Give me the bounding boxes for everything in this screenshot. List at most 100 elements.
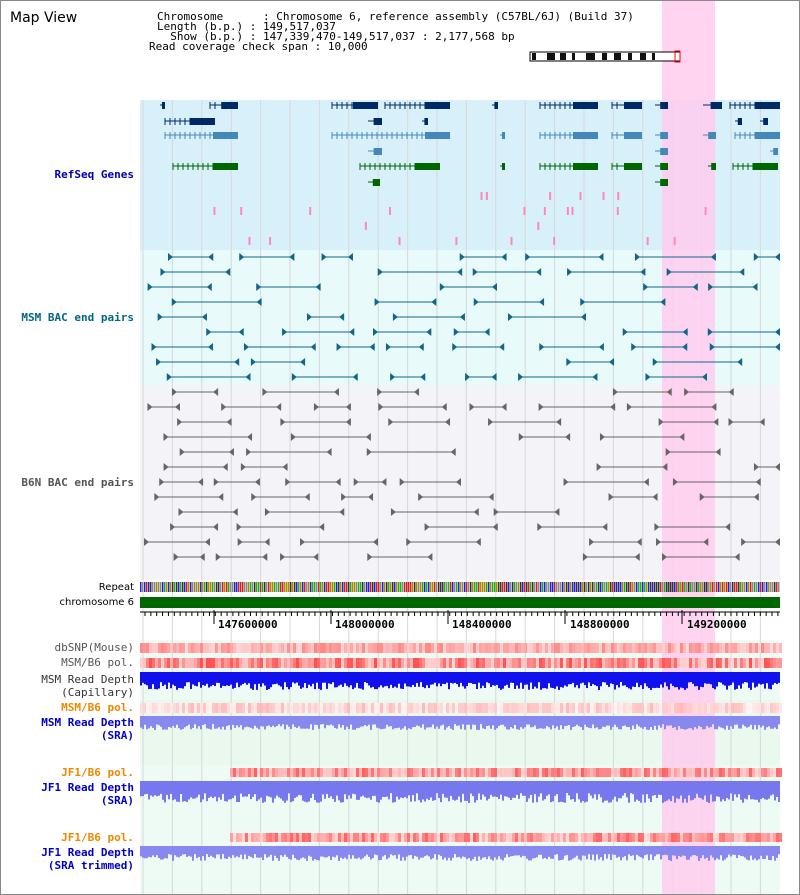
- msm-pol-cell: [182, 658, 185, 668]
- jf1-depth-trim-bar: [360, 846, 362, 860]
- msm-depth-cap-bar: [340, 672, 342, 685]
- msm-depth-sra-bar: [642, 716, 644, 729]
- jf1-depth-trim-bar: [658, 846, 660, 855]
- jf1-depth-sra-bar: [416, 781, 418, 794]
- msm-pol-cell: [386, 658, 389, 668]
- dbsnp-cell: [368, 643, 371, 653]
- msm-depth-cap-bar: [406, 672, 408, 687]
- msm-pol-cell: [554, 658, 557, 668]
- msm-pol-cell: [374, 658, 377, 668]
- jf1-depth-trim-bar: [578, 846, 580, 860]
- msm-pol2-cell: [296, 703, 299, 713]
- msm-pol-cell: [602, 658, 605, 668]
- msm-depth-cap-bar: [516, 672, 518, 686]
- jf1-pol2-cell: [698, 833, 701, 842]
- msm-pol-cell: [308, 658, 311, 668]
- jf1-depth-sra-bar: [288, 781, 290, 794]
- jf1-depth-trim-bar: [566, 846, 568, 855]
- msm-depth-sra-bar: [586, 716, 588, 728]
- msm-pol-cell: [194, 658, 197, 668]
- jf1-depth-trim-bar: [410, 846, 412, 855]
- msm-depth-sra-bar: [456, 716, 458, 726]
- ideogram-band: [560, 53, 566, 60]
- msm-pol-cell: [464, 658, 467, 668]
- msm-pol-cell: [233, 658, 236, 668]
- track-label-b6n-bac[interactable]: B6N BAC end pairs: [21, 476, 134, 489]
- jf1-depth-sra-bar: [404, 781, 406, 798]
- dbsnp-cell: [479, 643, 482, 653]
- msm-depth-cap-bar: [576, 672, 578, 686]
- msm-depth-cap-bar: [188, 672, 190, 683]
- repeat-mark: [212, 582, 214, 592]
- msm-pol2-cell: [398, 703, 401, 713]
- jf1-depth-trim-bar: [140, 846, 142, 857]
- msm-depth-cap-bar: [412, 672, 414, 685]
- msm-depth-sra-bar: [528, 716, 530, 725]
- msm-pol2-cell: [443, 703, 446, 713]
- msm-bac-end: [208, 253, 214, 261]
- msm-depth-sra-bar: [594, 716, 596, 729]
- jf1-depth-sra-bar: [374, 781, 376, 796]
- msm-depth-sra-bar: [506, 716, 508, 730]
- jf1-depth-sra-bar: [560, 781, 562, 802]
- msm-pol2-cell: [365, 703, 368, 713]
- msm-depth-sra-bar: [746, 716, 748, 728]
- repeat-mark: [560, 582, 562, 592]
- repeat-mark: [226, 582, 228, 592]
- msm-pol2-cell: [293, 703, 296, 713]
- jf1-depth-trim-bar: [224, 846, 226, 859]
- jf1-depth-trim-bar: [686, 846, 688, 860]
- jf1-depth-sra-bar: [752, 781, 754, 800]
- jf1-pol-cell: [461, 768, 464, 777]
- track-label-msm-bac[interactable]: MSM BAC end pairs: [21, 311, 134, 324]
- repeat-mark: [376, 582, 378, 592]
- msm-depth-cap-bar: [202, 672, 204, 686]
- jf1-pol2-cell: [596, 833, 599, 842]
- msm-depth-sra-bar: [778, 716, 780, 725]
- jf1-pol2-cell: [575, 833, 578, 842]
- jf1-pol-cell: [296, 768, 299, 777]
- dbsnp-cell: [617, 643, 620, 653]
- jf1-pol2-cell: [737, 833, 740, 842]
- jf1-depth-sra-bar: [332, 781, 334, 799]
- repeat-mark: [296, 582, 298, 592]
- jf1-pol2-cell: [482, 833, 485, 842]
- repeat-mark: [502, 582, 504, 592]
- msm-depth-sra-bar: [358, 716, 360, 728]
- msm-depth-sra-bar: [708, 716, 710, 728]
- track-label-refseq-genes[interactable]: RefSeq Genes: [54, 168, 134, 181]
- dbsnp-cell: [254, 643, 257, 653]
- jf1-pol-cell: [260, 768, 263, 777]
- jf1-depth-sra-bar: [310, 781, 312, 799]
- jf1-pol-cell: [611, 768, 614, 777]
- jf1-depth-sra-bar: [614, 781, 616, 797]
- jf1-depth-trim-bar: [588, 846, 590, 855]
- b6n-bac-end: [326, 448, 332, 456]
- b6n-bac-end: [666, 388, 672, 396]
- msm-depth-sra-bar: [232, 716, 234, 725]
- msm-depth-sra-bar: [354, 716, 356, 730]
- jf1-pol2-cell: [689, 833, 692, 842]
- jf1-depth-trim-bar: [374, 846, 376, 855]
- b6n-bac-end: [775, 463, 780, 471]
- msm-depth-cap-bar: [538, 672, 540, 683]
- jf1-depth-trim-bar: [722, 846, 724, 861]
- jf1-depth-trim-bar: [764, 846, 766, 859]
- jf1-depth-sra-bar: [214, 781, 216, 797]
- dbsnp-cell: [158, 643, 161, 653]
- msm-pol2-cell: [608, 703, 611, 713]
- msm-pol2-cell: [320, 703, 323, 713]
- msm-depth-cap-bar: [476, 672, 478, 689]
- msm-depth-sra-bar: [226, 716, 228, 726]
- repeat-mark: [246, 582, 248, 592]
- jf1-depth-sra-bar: [314, 781, 316, 801]
- repeat-mark: [778, 582, 780, 592]
- msm-depth-sra-bar: [754, 716, 756, 725]
- jf1-pol2-cell: [245, 833, 248, 842]
- b6n-bac-end: [378, 403, 384, 411]
- msm-depth-sra-bar: [694, 716, 696, 728]
- msm-pol-cell: [713, 658, 716, 668]
- msm-pol-cell: [533, 658, 536, 668]
- msm-depth-cap-bar: [648, 672, 650, 689]
